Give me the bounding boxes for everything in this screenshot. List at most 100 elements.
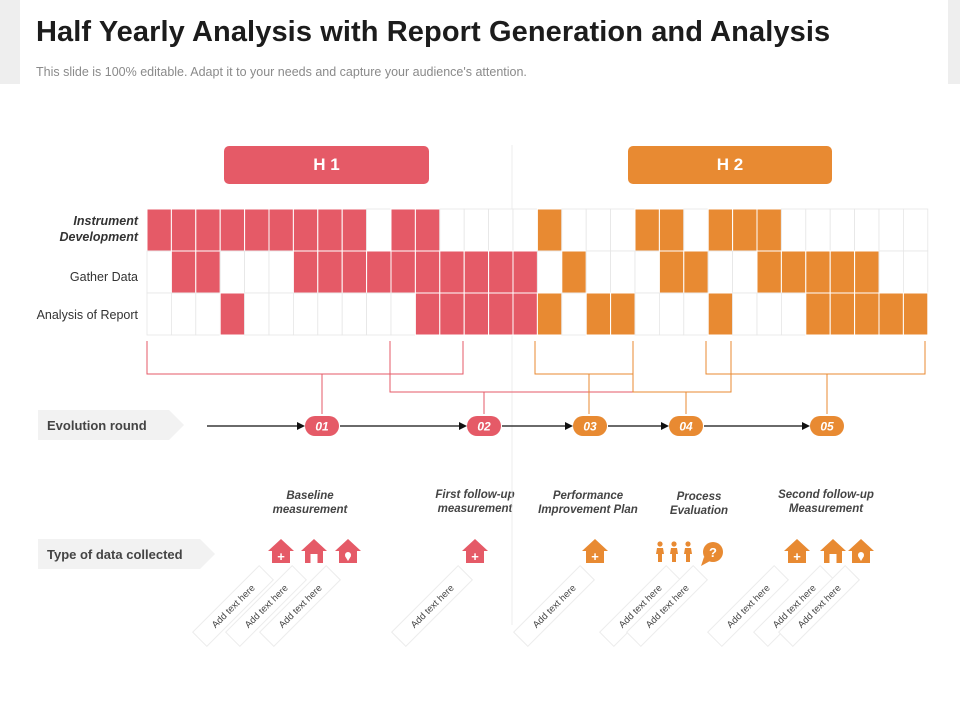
grid-cell xyxy=(292,208,319,252)
grid-cell xyxy=(463,208,490,252)
step-label-second-follow-up: Second follow-up Measurement xyxy=(778,489,874,515)
grid-cell xyxy=(439,292,465,336)
evolution-round-pill-2 xyxy=(467,416,501,436)
grid-cell xyxy=(805,250,831,294)
grid-cell xyxy=(878,208,904,252)
house-door-icon-2-shape xyxy=(820,539,846,563)
grid-cell xyxy=(317,250,343,294)
person-icon-3 xyxy=(684,541,692,562)
grid-cell xyxy=(244,292,270,336)
evolution-round-tag: Evolution round xyxy=(38,410,184,440)
grid-cell xyxy=(341,292,368,336)
row-label-gather-data: Gather Data xyxy=(69,270,138,284)
grid-cell xyxy=(414,250,441,294)
evolution-round-number-4: 04 xyxy=(679,420,693,434)
grid-cell xyxy=(585,250,612,294)
step-label-process-evaluation: Process Evaluation xyxy=(669,491,729,517)
grid-cell xyxy=(488,292,514,336)
grid-cell xyxy=(219,292,246,336)
grid-cell xyxy=(902,292,929,336)
step-label-baseline: Baseline measurement xyxy=(272,490,348,516)
grid-cell xyxy=(732,208,758,252)
bracket-second-follow-up-outline xyxy=(705,341,926,375)
grid-cell xyxy=(781,208,807,252)
house-plus-icon-4: + xyxy=(784,539,810,564)
bracket-process-outline xyxy=(632,341,732,393)
question-bubble-tail xyxy=(701,557,710,566)
grid-cell xyxy=(366,250,392,294)
left-decoration-strip xyxy=(0,0,20,84)
add-text-card-4: Add text here xyxy=(390,564,474,648)
evolution-round-pill-1 xyxy=(305,416,339,436)
house-plus-icon-2: + xyxy=(462,539,488,564)
evolution-round-pill-3 xyxy=(573,416,607,436)
house-pin-icon-shape xyxy=(335,539,361,563)
grid-cell xyxy=(292,250,319,294)
grid-cell xyxy=(292,292,319,336)
page-subtitle: This slide is 100% editable. Adapt it to… xyxy=(36,65,527,79)
grid-cell xyxy=(439,208,465,252)
grid-cell xyxy=(195,208,221,252)
evolution-round-number-1: 01 xyxy=(315,420,329,434)
step-label-performance-plan: Performance Improvement Plan xyxy=(538,490,638,516)
grid-cell xyxy=(854,292,880,336)
row-label-analysis-of-report: Analysis of Report xyxy=(36,308,138,322)
house-plus-icon-4-shape xyxy=(784,539,810,563)
grid-cell xyxy=(488,208,514,252)
add-text-placeholder: Add text here xyxy=(409,583,457,631)
grid-cell xyxy=(829,292,856,336)
house-door-icon-2 xyxy=(820,539,846,563)
grid-cell xyxy=(634,292,660,336)
grid-cell xyxy=(268,292,294,336)
house-plus-icon-2-plus: + xyxy=(471,549,479,564)
house-plus-icon-shape xyxy=(268,539,294,563)
page-title: Half Yearly Analysis with Report Generat… xyxy=(36,16,831,48)
person-icon-2-body xyxy=(670,548,678,562)
evolution-arrow-5-head xyxy=(802,422,810,430)
add-text-card-box xyxy=(224,564,308,648)
grid-cell xyxy=(634,250,660,294)
grid-cell xyxy=(658,208,685,252)
grid-cell xyxy=(732,250,758,294)
grid-cell xyxy=(658,250,685,294)
bracket-process xyxy=(632,341,732,414)
question-bubble-icon: ? xyxy=(701,542,723,566)
grid-cell xyxy=(219,208,246,252)
row-label-instrument-development: Instrument Development xyxy=(59,214,139,244)
house-plus-icon-3: + xyxy=(582,539,608,564)
person-icon-3-head xyxy=(685,541,691,547)
grid-cell xyxy=(536,208,563,252)
house-plus-icon-4-plus: + xyxy=(793,549,801,564)
house-pin-icon xyxy=(335,539,361,563)
evolution-arrow-1-head xyxy=(297,422,305,430)
house-pin-icon-pin-tip xyxy=(345,556,351,561)
grid-cell xyxy=(146,292,172,336)
grid-cell xyxy=(732,292,758,336)
grid-cell xyxy=(390,208,416,252)
right-decoration-strip xyxy=(948,0,960,84)
grid-cell xyxy=(707,292,734,336)
grid-cell xyxy=(317,208,343,252)
grid-cell xyxy=(634,208,660,252)
question-mark: ? xyxy=(709,545,717,560)
grid-cell xyxy=(610,208,636,252)
evolution-arrow-4-head xyxy=(661,422,669,430)
house-pin-icon-2 xyxy=(848,539,874,563)
add-text-card-box xyxy=(258,564,342,648)
grid-cell xyxy=(390,292,416,336)
evolution-arrow-3-head xyxy=(565,422,573,430)
grid-cell xyxy=(781,292,807,336)
add-text-card-box xyxy=(777,564,861,648)
bracket-baseline xyxy=(146,341,464,414)
grid-cell xyxy=(512,250,538,294)
grid-cell xyxy=(170,292,197,336)
add-text-card-box xyxy=(706,564,790,648)
add-text-card-box xyxy=(191,564,275,648)
h1-label: H 1 xyxy=(224,146,429,184)
grid-cell xyxy=(463,292,490,336)
person-icon-3-body xyxy=(684,548,692,562)
grid-cell xyxy=(414,208,441,252)
grid-cell xyxy=(683,208,709,252)
house-door-icon-2-door xyxy=(829,554,837,563)
grid-cell xyxy=(536,292,563,336)
